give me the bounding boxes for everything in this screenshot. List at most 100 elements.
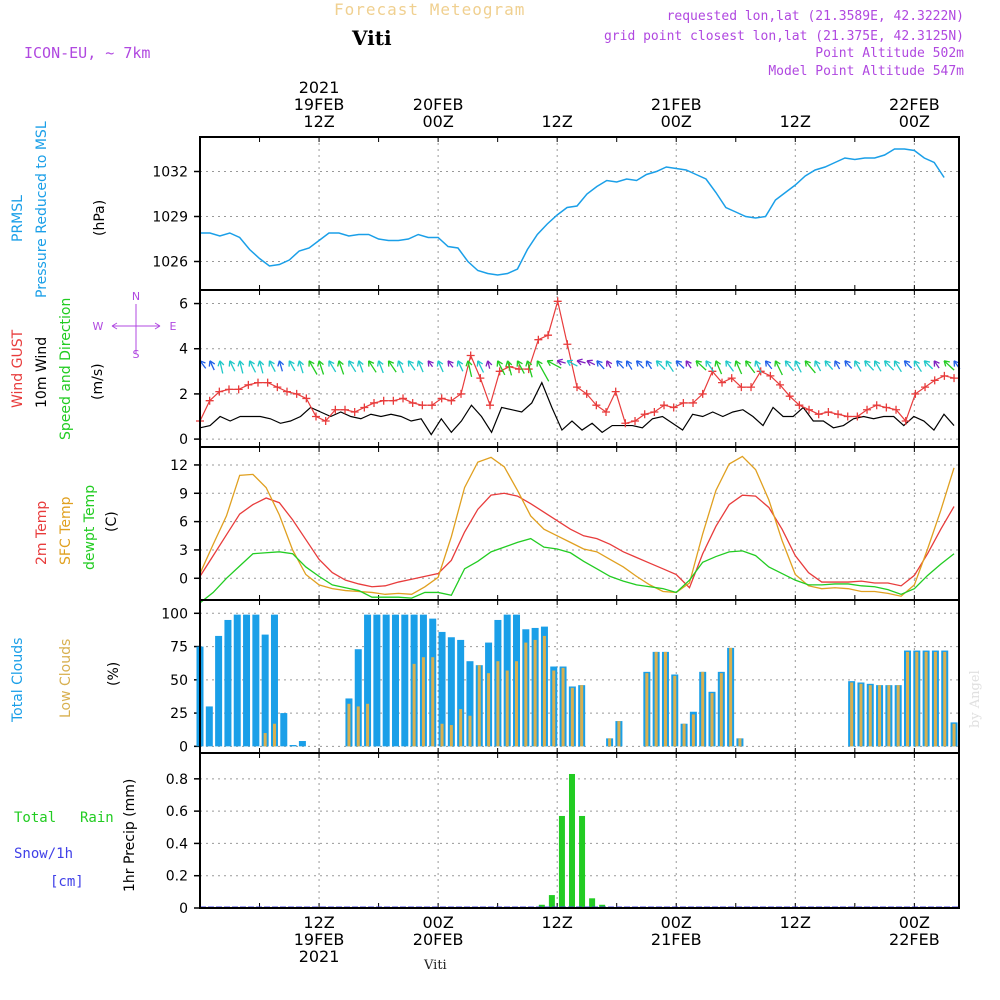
temp-sfc-label: SFC Temp — [58, 496, 74, 565]
wind-direction-arrowhead — [824, 360, 831, 367]
total-clouds-bar — [205, 706, 213, 747]
wind-direction-arrowhead — [883, 360, 891, 367]
low-clouds-bar — [449, 725, 453, 747]
rain-bar — [579, 815, 586, 908]
time-label-bottom: 00Z — [422, 913, 453, 932]
wind-direction-arrowhead — [248, 360, 255, 367]
wind-gust-point — [563, 340, 572, 349]
wind-direction-arrowhead — [465, 360, 473, 367]
rain-bar — [558, 815, 565, 908]
wind-direction-arrowhead — [546, 359, 554, 367]
wind-direction-arrowhead — [208, 360, 216, 367]
temp-unit-label: (C) — [104, 511, 120, 532]
wind-direction-arrow — [457, 360, 464, 372]
wind-direction-arrowhead — [516, 360, 523, 367]
low-clouds-bar — [673, 675, 677, 747]
wind-gust-point — [631, 417, 640, 426]
wind-gust-point — [834, 410, 843, 419]
wind-direction-arrowhead — [705, 360, 712, 367]
wind-direction-arrow — [774, 360, 783, 376]
wind-gust-point — [389, 396, 398, 405]
wind-gust-point — [321, 417, 330, 426]
y-tick-label: 1032 — [152, 165, 188, 181]
wind-direction-arrowhead — [427, 360, 434, 367]
temp-series-line-dewpt — [199, 537, 955, 604]
wind-direction-arrow — [467, 360, 473, 378]
time-label-top: 12Z — [542, 112, 573, 131]
wind-direction-arrow — [387, 360, 397, 373]
wind-direction-arrow — [368, 360, 377, 373]
y-tick-label: 0.8 — [166, 772, 188, 788]
wind-gust-point — [872, 401, 881, 410]
y-tick-label: 1029 — [152, 210, 188, 226]
low-clouds-bar — [701, 671, 705, 747]
wind-direction-arrowhead — [784, 360, 792, 367]
panel-frame — [199, 752, 960, 909]
wind-10m-label: 10m Wind — [34, 336, 50, 408]
temp-dewpt-label: dewpt Temp — [82, 484, 98, 570]
low-clouds-bar — [905, 651, 909, 747]
wind-gust-point — [689, 398, 698, 407]
panel-frame — [199, 136, 960, 291]
wind-gust-point — [602, 407, 611, 416]
wind-direction-arrowhead — [485, 360, 493, 367]
wind-gust-point — [379, 396, 388, 405]
wind-direction-arrowhead — [655, 360, 663, 367]
wind-direction-arrowhead — [685, 360, 692, 367]
wind-direction-arrowhead — [606, 360, 613, 367]
wind-direction-arrowhead — [387, 360, 395, 367]
panel-frame — [199, 446, 960, 601]
wind-direction-arrow — [328, 360, 337, 373]
low-clouds-bar — [608, 738, 612, 747]
low-clouds-bar — [887, 685, 891, 747]
wind-direction-arrow — [526, 360, 533, 378]
wind-direction-arrow — [735, 360, 743, 375]
time-label-bottom: 2021 — [299, 947, 340, 966]
wind-direction-arrow — [903, 360, 913, 369]
snow-unit-label: [cm] — [50, 874, 84, 890]
wind-gust-point — [727, 374, 736, 383]
low-clouds-bar — [515, 661, 519, 747]
y-tick-label: 75 — [170, 640, 188, 656]
wind-direction-arrowhead — [228, 360, 236, 367]
wind-direction-arrowhead — [356, 360, 364, 367]
wind-gust-point — [611, 387, 620, 396]
wind-direction-arrow — [626, 360, 633, 370]
chart-title: Forecast Meteogram — [334, 0, 526, 19]
wind-direction-arrow — [933, 360, 940, 369]
wind-direction-arrowhead — [675, 360, 683, 367]
time-label-top: 20FEB — [413, 95, 464, 114]
wind-gust-point — [225, 385, 234, 394]
wind-gust-point — [718, 378, 727, 387]
wind-direction-arrowhead — [874, 360, 881, 367]
wind-direction-arrowhead — [913, 360, 920, 367]
wind-gust-point — [331, 405, 340, 414]
low-clouds-bar — [580, 685, 584, 747]
wind-gust-point — [892, 405, 901, 414]
wind-direction-arrowhead — [416, 360, 424, 367]
wind-direction-arrowhead — [745, 360, 752, 367]
rain-bar — [568, 773, 575, 908]
wind-direction-arrow — [407, 360, 416, 371]
time-label-bottom: 12Z — [780, 913, 811, 932]
wind-direction-arrowhead — [348, 360, 355, 367]
wind-direction-arrowhead — [635, 360, 643, 367]
wind-gust-point — [921, 383, 930, 392]
wind-gust-point — [205, 396, 214, 405]
wind-direction-arrowhead — [257, 360, 265, 367]
wind-gust-point — [486, 401, 495, 410]
wind-direction-arrowhead — [505, 360, 513, 367]
wind-direction-arrow — [784, 360, 795, 372]
wind-gust-point — [370, 398, 379, 407]
wind-direction-arrow — [288, 360, 296, 372]
precip-unit-label: 1hr Precip (mm) — [122, 778, 138, 892]
wind-direction-arrow — [725, 360, 735, 372]
wind-direction-arrow — [219, 360, 224, 374]
wind-direction-arrow — [437, 360, 444, 373]
wind-gust-point — [408, 398, 417, 407]
pressure-unit-label: (hPa) — [92, 199, 108, 236]
time-label-top: 22FEB — [889, 95, 940, 114]
wind-direction-arrow — [546, 360, 562, 369]
wind-gust-point — [708, 367, 717, 376]
